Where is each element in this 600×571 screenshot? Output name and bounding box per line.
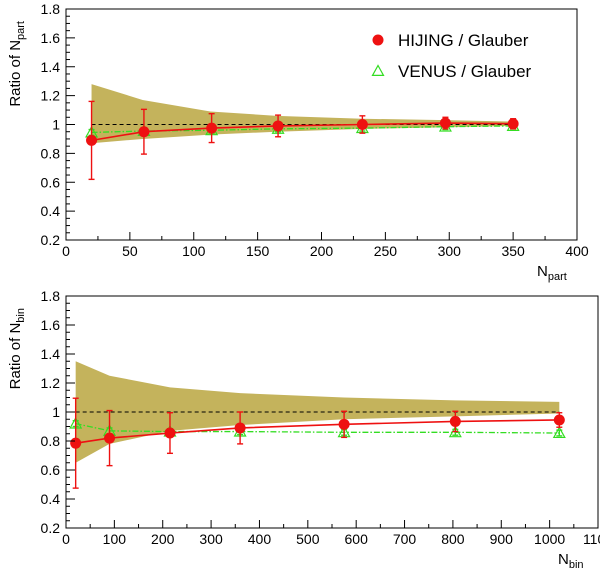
x-tick-label: 50 (122, 243, 138, 259)
venus-point (552, 426, 566, 439)
x-tick-label: 200 (151, 531, 175, 547)
panel-npart: 0 50 100 150 200 250 300 350 400 0.2 0.4 0.6 0.8 1 1.… (7, 1, 589, 283)
x-tick-label: 300 (438, 243, 462, 259)
x-tick-label: 1000 (534, 531, 565, 547)
y-tick-label: 0.2 (41, 232, 61, 248)
y-axis-label: Ratio of Nbin (7, 308, 27, 389)
hijing-point (356, 119, 368, 130)
hijing-point (338, 418, 350, 430)
x-tick-label: 150 (246, 243, 270, 259)
x-tick-label: 100 (182, 243, 206, 259)
hijing-point (439, 117, 451, 129)
panel-nbin: 0 100 200 300 400 500 600 700 800 900 1000 1100 0.2… (7, 288, 600, 571)
y-tick-label: 1.8 (41, 288, 61, 304)
y-tick-label: 0.8 (41, 433, 61, 449)
hijing-point (164, 427, 176, 439)
hijing-point (553, 414, 565, 426)
y-tick-label: 0.6 (41, 174, 61, 190)
y-tick-label: 1 (52, 117, 60, 133)
legend-venus-marker (371, 64, 385, 77)
y-tick-label: 0.6 (41, 462, 61, 478)
x-tick-label: 300 (199, 531, 223, 547)
y-tick-label: 1.4 (41, 346, 61, 362)
x-tick-label: 700 (393, 531, 417, 547)
x-tick-label: 500 (296, 531, 320, 547)
x-tick-label: 600 (345, 531, 369, 547)
x-axis-label: Npart (537, 263, 567, 283)
hijing-point (234, 422, 246, 434)
legend: HIJING / Glauber VENUS / Glauber (371, 31, 532, 81)
y-tick-label: 0.4 (41, 491, 61, 507)
y-tick-label: 0.8 (41, 145, 61, 161)
x-tick-label: 800 (441, 531, 465, 547)
y-tick-label: 1.2 (41, 88, 61, 104)
x-tick-label: 400 (565, 243, 589, 259)
x-tick-label: 350 (501, 243, 525, 259)
y-tick-label: 1.4 (41, 59, 61, 75)
y-axis-label: Ratio of Npart (7, 21, 27, 107)
x-tick-label: 900 (490, 531, 514, 547)
x-axis-label: Nbin (558, 551, 584, 571)
x-tick-label: 400 (248, 531, 272, 547)
x-tick-label: 250 (374, 243, 398, 259)
hijing-point (138, 126, 150, 138)
hijing-point (104, 432, 116, 444)
legend-venus-label: VENUS / Glauber (398, 62, 532, 81)
y-tick-label: 0.4 (41, 203, 61, 219)
legend-hijing-label: HIJING / Glauber (398, 31, 529, 50)
x-tick-label: 1100 (583, 531, 600, 547)
hijing-point (272, 120, 284, 132)
hijing-point (86, 134, 98, 146)
y-tick-label: 1.6 (41, 317, 61, 333)
hijing-point (70, 437, 82, 449)
y-tick-label: 1.8 (41, 1, 61, 17)
legend-hijing-marker (372, 34, 384, 46)
x-tick-label: 100 (103, 531, 127, 547)
x-tick-label: 0 (62, 243, 70, 259)
y-tick-label: 1.2 (41, 375, 61, 391)
hijing-point (449, 415, 461, 427)
x-tick-label: 0 (62, 531, 70, 547)
y-tick-label: 0.2 (41, 520, 61, 536)
x-tick-label: 200 (310, 243, 334, 259)
uncertainty-band (91, 84, 514, 144)
hijing-point (507, 118, 519, 130)
hijing-point (206, 122, 218, 134)
y-tick-label: 1.6 (41, 30, 61, 46)
y-tick-label: 1 (52, 404, 60, 420)
